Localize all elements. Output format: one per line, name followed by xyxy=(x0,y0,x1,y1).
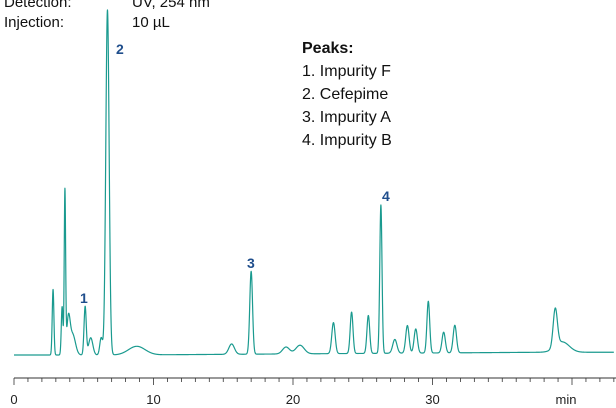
peak-label-1: 1 xyxy=(80,290,88,306)
detection-value: UV, 254 nm xyxy=(132,0,210,11)
x-axis-unit-label: min xyxy=(556,392,577,407)
peak-label-3: 3 xyxy=(247,255,255,271)
legend-item-2: 2. Cefepime xyxy=(302,86,389,103)
chromatogram-trace xyxy=(13,9,615,356)
x-tick-label: 0 xyxy=(10,392,17,407)
x-tick-label: 20 xyxy=(286,392,300,407)
peak-label-4: 4 xyxy=(382,188,390,204)
x-tick-label: 10 xyxy=(146,392,160,407)
injection-label: Injection: xyxy=(4,14,65,31)
peaks-legend: Peaks: 1. Impurity F 2. Cefepime 3. Impu… xyxy=(302,37,392,152)
x-tick-label: 30 xyxy=(425,392,439,407)
legend-item-1: 1. Impurity F xyxy=(302,63,391,80)
legend-title: Peaks: xyxy=(302,40,354,57)
injection-line: Injection: 10 µL xyxy=(4,14,170,32)
detection-line: Detection: UV, 254 nm xyxy=(4,0,210,12)
peak-label-2: 2 xyxy=(116,41,124,57)
injection-value: 10 µL xyxy=(132,14,170,31)
legend-item-4: 4. Impurity B xyxy=(302,132,392,149)
x-axis-ticks: 0 10 20 30 min xyxy=(10,378,615,407)
legend-item-3: 3. Impurity A xyxy=(302,109,391,126)
detection-label: Detection: xyxy=(4,0,72,11)
